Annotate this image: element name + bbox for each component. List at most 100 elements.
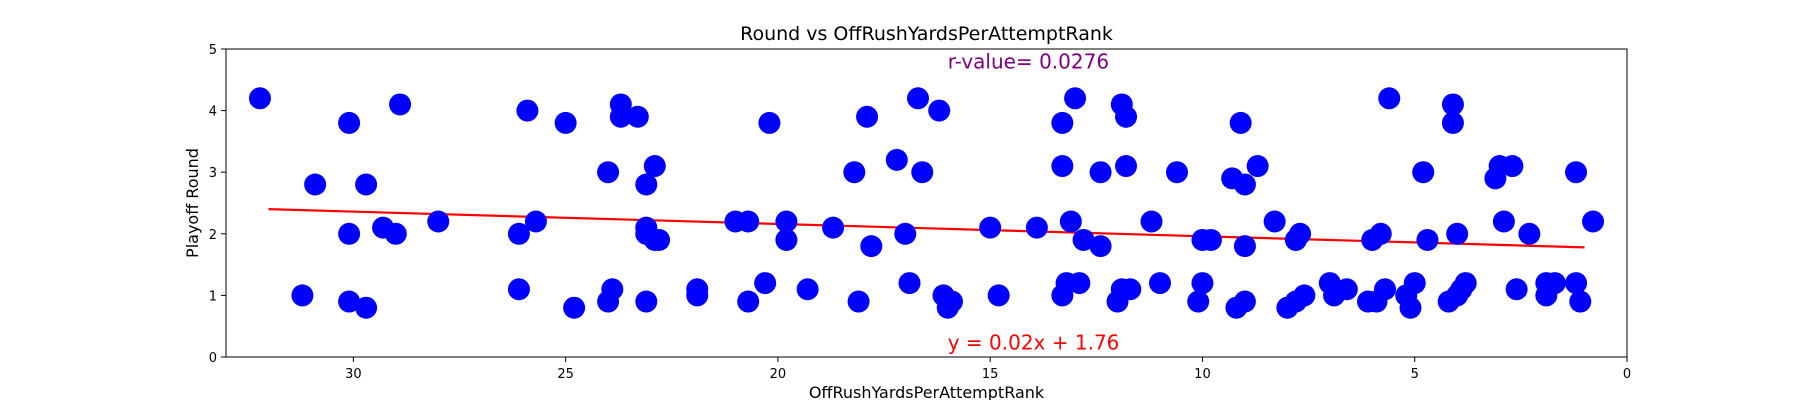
x-tick-label: 20 bbox=[770, 367, 787, 382]
data-point bbox=[1501, 155, 1524, 178]
data-point bbox=[597, 161, 620, 184]
data-point bbox=[1068, 272, 1091, 295]
data-point bbox=[1089, 235, 1112, 258]
data-point bbox=[1072, 228, 1095, 251]
data-point bbox=[737, 290, 760, 313]
data-point bbox=[291, 284, 314, 307]
data-point bbox=[1399, 296, 1422, 319]
data-point bbox=[1441, 111, 1464, 134]
data-point bbox=[1233, 235, 1256, 258]
data-point bbox=[248, 87, 271, 110]
x-tick-label: 30 bbox=[345, 367, 362, 382]
data-point bbox=[822, 216, 845, 239]
y-axis-label: Playoff Round bbox=[183, 148, 202, 258]
data-point bbox=[1233, 290, 1256, 313]
data-point bbox=[1446, 222, 1469, 245]
data-point bbox=[847, 290, 870, 313]
data-point bbox=[338, 111, 361, 134]
data-point bbox=[1191, 272, 1214, 295]
chart-title: Round vs OffRushYardsPerAttemptRank bbox=[740, 23, 1113, 45]
plot-frame bbox=[225, 48, 1628, 358]
data-point bbox=[1229, 111, 1252, 134]
data-point bbox=[860, 235, 883, 258]
points-layer bbox=[248, 87, 1605, 319]
data-point bbox=[427, 210, 450, 233]
data-point bbox=[1233, 173, 1256, 196]
data-point bbox=[1378, 87, 1401, 110]
data-point bbox=[775, 210, 798, 233]
data-point bbox=[338, 222, 361, 245]
x-tick-label: 0 bbox=[1623, 367, 1631, 382]
data-point bbox=[796, 278, 819, 301]
data-point bbox=[554, 111, 577, 134]
data-point bbox=[1505, 278, 1528, 301]
data-point bbox=[1441, 93, 1464, 116]
data-point bbox=[635, 290, 658, 313]
data-point bbox=[775, 228, 798, 251]
data-point bbox=[1416, 228, 1439, 251]
data-point bbox=[643, 155, 666, 178]
regression-equation-annotation: y = 0.02x + 1.76 bbox=[948, 331, 1120, 355]
data-point bbox=[1051, 111, 1074, 134]
data-point bbox=[1518, 222, 1541, 245]
data-point bbox=[1454, 272, 1477, 295]
data-point bbox=[1582, 210, 1605, 233]
data-point bbox=[1059, 210, 1082, 233]
data-point bbox=[384, 222, 407, 245]
data-point bbox=[635, 173, 658, 196]
data-point bbox=[355, 296, 378, 319]
data-point bbox=[1149, 272, 1171, 295]
data-point bbox=[1543, 272, 1566, 295]
y-tick-label: 4 bbox=[209, 105, 217, 120]
data-point bbox=[1119, 278, 1142, 301]
data-point bbox=[911, 161, 934, 184]
data-point bbox=[1199, 228, 1222, 251]
ticks-layer: 30 25 20 15 10 5 0 0 1 2 3 4 5 bbox=[209, 43, 1631, 382]
y-tick-label: 5 bbox=[209, 43, 217, 58]
data-point bbox=[524, 210, 547, 233]
data-point bbox=[563, 296, 586, 319]
data-point bbox=[1569, 290, 1592, 313]
data-point bbox=[885, 148, 908, 171]
data-point bbox=[1187, 290, 1210, 313]
data-point bbox=[1335, 278, 1358, 301]
x-tick-label: 10 bbox=[1194, 367, 1211, 382]
data-point bbox=[737, 210, 760, 233]
data-point bbox=[987, 284, 1010, 307]
data-point bbox=[304, 173, 327, 196]
data-point bbox=[928, 99, 951, 122]
data-point bbox=[940, 290, 963, 313]
data-point bbox=[1025, 216, 1048, 239]
data-point bbox=[507, 278, 530, 301]
data-point bbox=[898, 272, 921, 295]
data-point bbox=[1565, 161, 1588, 184]
data-point bbox=[758, 111, 781, 134]
data-point bbox=[1263, 210, 1286, 233]
data-point bbox=[1374, 278, 1397, 301]
data-point bbox=[907, 87, 930, 110]
data-point bbox=[1140, 210, 1163, 233]
data-point bbox=[1412, 161, 1435, 184]
data-point bbox=[1064, 87, 1087, 110]
x-tick-label: 15 bbox=[982, 367, 999, 382]
data-point bbox=[516, 99, 539, 122]
data-point bbox=[894, 222, 917, 245]
data-point bbox=[626, 105, 649, 128]
data-point bbox=[355, 173, 378, 196]
data-point bbox=[754, 272, 777, 295]
data-point bbox=[1403, 272, 1426, 295]
data-point bbox=[1369, 222, 1392, 245]
data-point bbox=[1115, 105, 1138, 128]
data-point bbox=[1089, 161, 1112, 184]
y-tick-label: 2 bbox=[209, 228, 217, 243]
y-tick-label: 3 bbox=[209, 166, 217, 181]
data-point bbox=[1492, 210, 1515, 233]
y-tick-label: 1 bbox=[209, 289, 217, 304]
data-point bbox=[1051, 155, 1074, 178]
data-point bbox=[601, 278, 624, 301]
data-point bbox=[1289, 222, 1312, 245]
x-tick-label: 5 bbox=[1411, 367, 1419, 382]
data-point bbox=[1115, 155, 1138, 178]
